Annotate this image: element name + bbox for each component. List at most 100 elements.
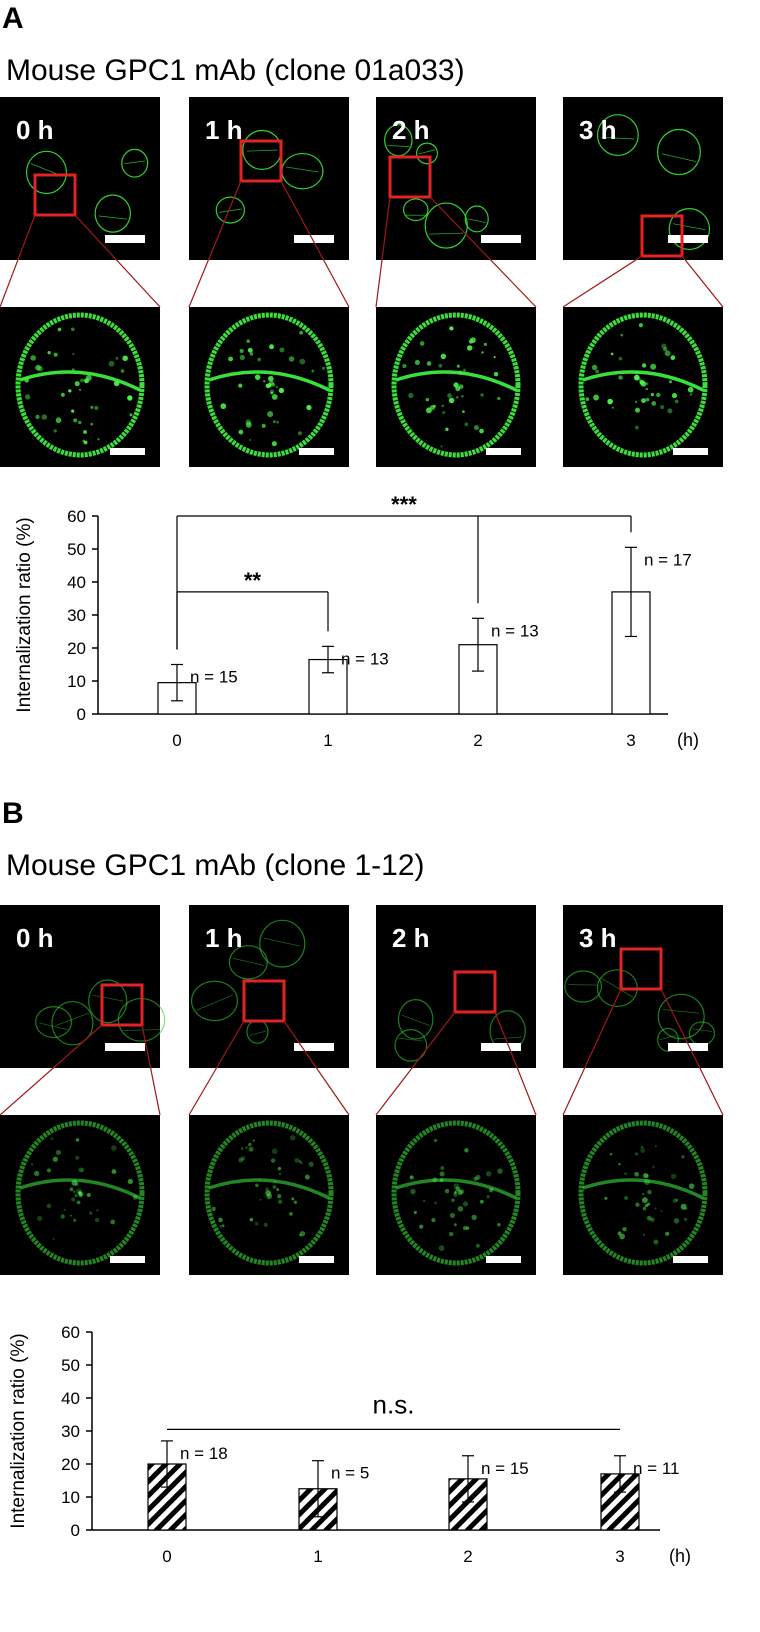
vesicle [30, 1163, 34, 1166]
vesicle [638, 323, 644, 328]
vesicle [449, 1212, 456, 1218]
vesicle [37, 1215, 43, 1222]
cell-outline [578, 312, 708, 458]
vesicle [473, 1176, 478, 1181]
cell-septum [659, 1034, 677, 1041]
scale-bar [105, 1043, 145, 1051]
micrograph [0, 97, 160, 260]
vesicle [267, 411, 274, 418]
vesicle [451, 1198, 455, 1203]
zoom-line [74, 214, 161, 308]
vesicle [475, 1174, 481, 1180]
vesicle [263, 380, 266, 383]
vesicle [52, 1156, 58, 1162]
zoom-line [280, 180, 350, 308]
y-tick-label: 40 [61, 1389, 80, 1408]
vesicle [252, 1139, 255, 1142]
vesicle [263, 1222, 268, 1227]
y-axis-label: Internalization ratio (%) [14, 517, 35, 712]
vesicle [78, 420, 82, 425]
time-label: 1 h [205, 115, 243, 145]
vesicle [462, 1201, 469, 1207]
y-tick-label: 20 [61, 1455, 80, 1474]
vesicle [684, 1207, 688, 1211]
y-tick-label: 60 [61, 1323, 80, 1342]
vesicle [259, 1198, 262, 1201]
vesicle [73, 418, 78, 423]
vesicle [57, 327, 62, 332]
cell-septum [418, 149, 436, 155]
vesicle [624, 1196, 629, 1200]
zoom-line [141, 1024, 161, 1116]
vesicle [493, 356, 496, 359]
vesicle [79, 1192, 82, 1195]
time-label: 3 h [579, 923, 617, 953]
cell-septum [19, 370, 141, 392]
cell-septum [208, 370, 330, 392]
vesicle [297, 431, 302, 436]
vesicle [80, 1168, 85, 1173]
vesicle [633, 374, 640, 381]
vesicle [455, 1186, 461, 1192]
vesicle [453, 1192, 458, 1197]
panel-title: Mouse GPC1 mAb (clone 01a033) [6, 54, 465, 87]
vesicle [618, 1163, 621, 1166]
vesicle [276, 1188, 280, 1192]
vesicle [426, 361, 432, 366]
time-label: 2 h [392, 923, 430, 953]
micrograph [189, 97, 349, 260]
vesicle [299, 1231, 306, 1237]
vesicle [453, 382, 459, 388]
zoom-line [562, 255, 643, 308]
vesicle [640, 1148, 646, 1153]
vesicle [425, 397, 430, 402]
vesicle [270, 391, 274, 395]
vesicle [239, 348, 244, 354]
cell-septum [285, 166, 319, 173]
cell-outline [391, 1120, 521, 1266]
vesicle [279, 347, 285, 353]
vesicle [47, 350, 51, 355]
vesicle [63, 1208, 66, 1212]
vesicle [481, 351, 484, 354]
zoom-line [660, 988, 724, 1116]
vesicle [71, 1179, 78, 1186]
vesicle [300, 1162, 303, 1165]
vesicle [71, 1197, 76, 1202]
x-tick-label: 1 [313, 1547, 322, 1566]
vesicle [270, 1158, 276, 1163]
vesicle [74, 1194, 78, 1198]
x-tick-label: 0 [172, 731, 181, 750]
vesicle [248, 1146, 254, 1152]
vesicle [670, 355, 676, 361]
vesicle [654, 1144, 657, 1148]
vesicle [680, 1203, 687, 1210]
vesicle [298, 1160, 302, 1163]
n-label: n = 13 [491, 621, 539, 640]
vesicle [86, 1192, 91, 1198]
vesicle [674, 399, 679, 404]
vesicle [607, 398, 613, 405]
vesicle [33, 1170, 40, 1177]
vesicle [641, 1197, 648, 1203]
vesicle [642, 1172, 649, 1179]
vesicle [293, 1200, 298, 1204]
vesicle [68, 389, 72, 393]
vesicle [228, 356, 234, 362]
vesicle [238, 1157, 244, 1163]
vesicle [249, 1217, 254, 1222]
vesicle [461, 395, 464, 398]
vesicle [668, 380, 673, 384]
vesicle [111, 1145, 117, 1151]
vesicle [448, 1231, 454, 1237]
cell-septum [601, 136, 635, 140]
vesicle [275, 385, 278, 389]
vesicle [497, 1168, 503, 1174]
vesicle [634, 1152, 638, 1156]
vesicle [434, 1139, 438, 1142]
vesicle [272, 420, 276, 424]
zoom-line [681, 255, 724, 308]
vesicle [24, 394, 31, 400]
scale-bar [299, 1256, 334, 1263]
